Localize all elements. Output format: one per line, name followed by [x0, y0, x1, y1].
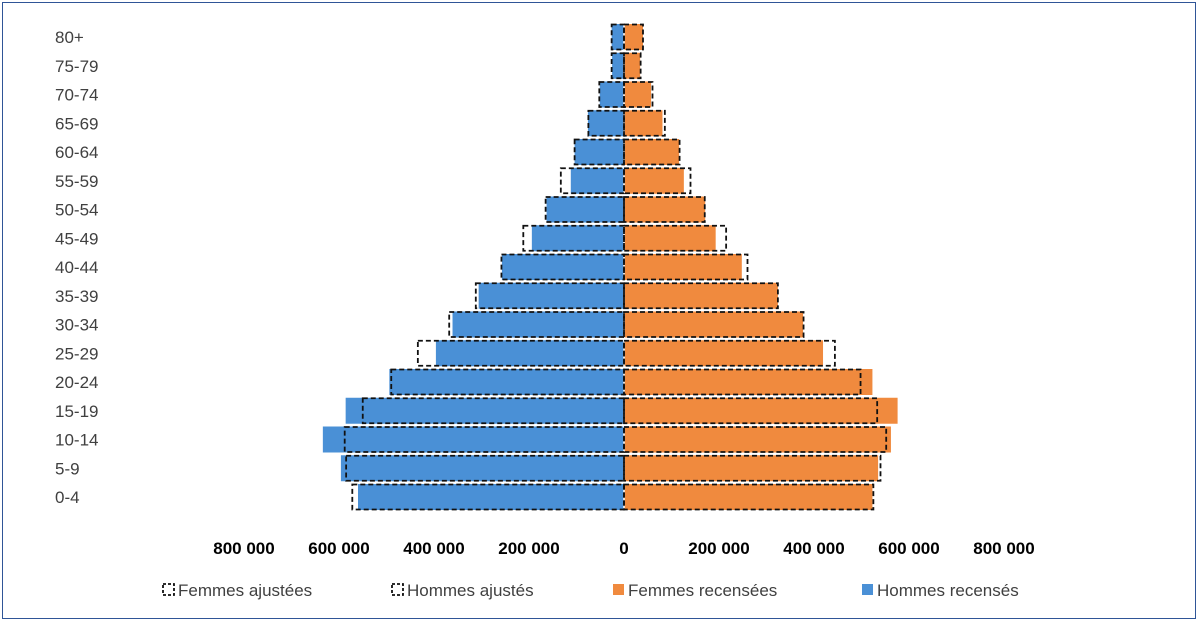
women-adjusted-bar-75-79 [623, 52, 642, 80]
men-adjusted-bar-15-19 [361, 397, 625, 425]
women-census-bar-50-54 [624, 196, 706, 223]
men-census-bar-70-74 [599, 81, 624, 108]
men-census-bar-10-14 [322, 426, 624, 453]
x-tick-label: 0 [619, 539, 628, 558]
men-adjusted-bar-20-24 [390, 368, 625, 396]
x-tick-label: 200 000 [688, 539, 749, 558]
x-tick-label: 600 000 [308, 539, 369, 558]
men-adjusted-bar-75-79 [610, 52, 625, 80]
men-census-bar-55-59 [570, 167, 624, 194]
men-census-bar-45-49 [531, 225, 624, 252]
men-adjusted-bar-55-59 [559, 167, 625, 195]
men-census-bar-5-9 [340, 455, 624, 482]
men-adjusted-bar-70-74 [598, 81, 625, 108]
men-census-bar-65-69 [587, 110, 624, 137]
women-census-bar-5-9 [624, 455, 879, 482]
men-adjusted-bar-65-69 [587, 109, 625, 137]
women-census-bar-10-14 [624, 426, 891, 453]
men-census-bar-75-79 [612, 52, 624, 79]
age-group-label: 55-59 [55, 172, 98, 191]
men-adjusted-bar-5-9 [345, 454, 625, 482]
women-census-bar-80+ [624, 24, 643, 50]
x-tick-label: 800 000 [213, 539, 274, 558]
legend-label: Femmes recensées [628, 581, 777, 600]
age-group-label: 45-49 [55, 229, 98, 248]
women-adjusted-bar-15-19 [623, 397, 879, 425]
men-adjusted-bar-10-14 [343, 426, 625, 453]
men-adjusted-bar-80+ [610, 23, 625, 51]
age-group-label: 60-64 [55, 143, 98, 162]
men-adjusted-bar-50-54 [544, 196, 625, 223]
women-census-bar-30-34 [624, 311, 804, 338]
legend-swatch [162, 583, 175, 596]
men-census-bar-40-44 [501, 254, 624, 280]
women-adjusted-bar-20-24 [623, 368, 862, 396]
men-census-bar-80+ [611, 24, 624, 50]
age-group-label: 40-44 [55, 258, 98, 277]
men-adjusted-bar-35-39 [474, 282, 625, 310]
age-group-label: 30-34 [55, 316, 98, 335]
women-census-bar-45-49 [624, 225, 716, 252]
x-tick-label: 200 000 [498, 539, 559, 558]
legend-label: Femmes ajustées [178, 581, 312, 600]
age-group-label: 0-4 [55, 488, 80, 507]
women-census-bar-40-44 [624, 254, 742, 280]
legend-label: Hommes recensés [877, 581, 1019, 600]
men-adjusted-bar-30-34 [448, 311, 625, 338]
legend-swatch [862, 584, 873, 595]
women-adjusted-bar-60-64 [623, 138, 681, 166]
women-census-bar-25-29 [624, 340, 824, 367]
men-census-bar-0-4 [358, 484, 624, 510]
age-group-label: 25-29 [55, 344, 98, 363]
age-group-label: 5-9 [55, 459, 80, 478]
women-adjusted-bar-50-54 [623, 196, 706, 223]
women-census-bar-75-79 [624, 52, 641, 79]
men-adjusted-bar-0-4 [351, 483, 625, 511]
x-tick-label: 400 000 [403, 539, 464, 558]
women-census-bar-15-19 [624, 397, 898, 424]
women-census-bar-55-59 [624, 167, 684, 194]
age-group-label: 65-69 [55, 114, 98, 133]
men-census-bar-20-24 [389, 369, 624, 395]
age-group-label: 75-79 [55, 57, 98, 76]
women-census-bar-20-24 [624, 369, 873, 395]
women-adjusted-bar-5-9 [623, 454, 882, 482]
women-adjusted-bar-65-69 [623, 109, 666, 137]
legend-swatch [613, 584, 624, 595]
women-census-bar-35-39 [624, 282, 778, 309]
age-group-label: 15-19 [55, 402, 98, 421]
x-tick-label: 600 000 [878, 539, 939, 558]
women-adjusted-bar-40-44 [623, 253, 749, 281]
women-adjusted-bar-70-74 [623, 81, 654, 108]
men-adjusted-bar-40-44 [500, 253, 625, 281]
women-census-bar-70-74 [624, 81, 652, 108]
women-census-bar-0-4 [624, 484, 873, 510]
men-census-bar-15-19 [345, 397, 624, 424]
men-census-bar-35-39 [478, 282, 624, 309]
age-group-label: 70-74 [55, 86, 98, 105]
legend-label: Hommes ajustés [407, 581, 534, 600]
men-adjusted-bar-60-64 [573, 138, 625, 166]
x-tick-label: 400 000 [783, 539, 844, 558]
legend-swatch [391, 583, 404, 596]
x-tick-label: 800 000 [973, 539, 1034, 558]
women-census-bar-60-64 [624, 139, 680, 165]
men-adjusted-bar-25-29 [416, 339, 625, 367]
age-group-label: 20-24 [55, 373, 98, 392]
men-census-bar-25-29 [435, 340, 624, 367]
age-group-label: 35-39 [55, 287, 98, 306]
men-census-bar-50-54 [546, 196, 624, 223]
age-group-label: 50-54 [55, 201, 98, 220]
age-group-label: 10-14 [55, 431, 98, 450]
men-census-bar-60-64 [574, 139, 624, 165]
age-group-label: 80+ [55, 28, 84, 47]
men-adjusted-bar-45-49 [522, 224, 625, 252]
women-census-bar-65-69 [624, 110, 663, 137]
men-census-bar-30-34 [452, 311, 624, 338]
